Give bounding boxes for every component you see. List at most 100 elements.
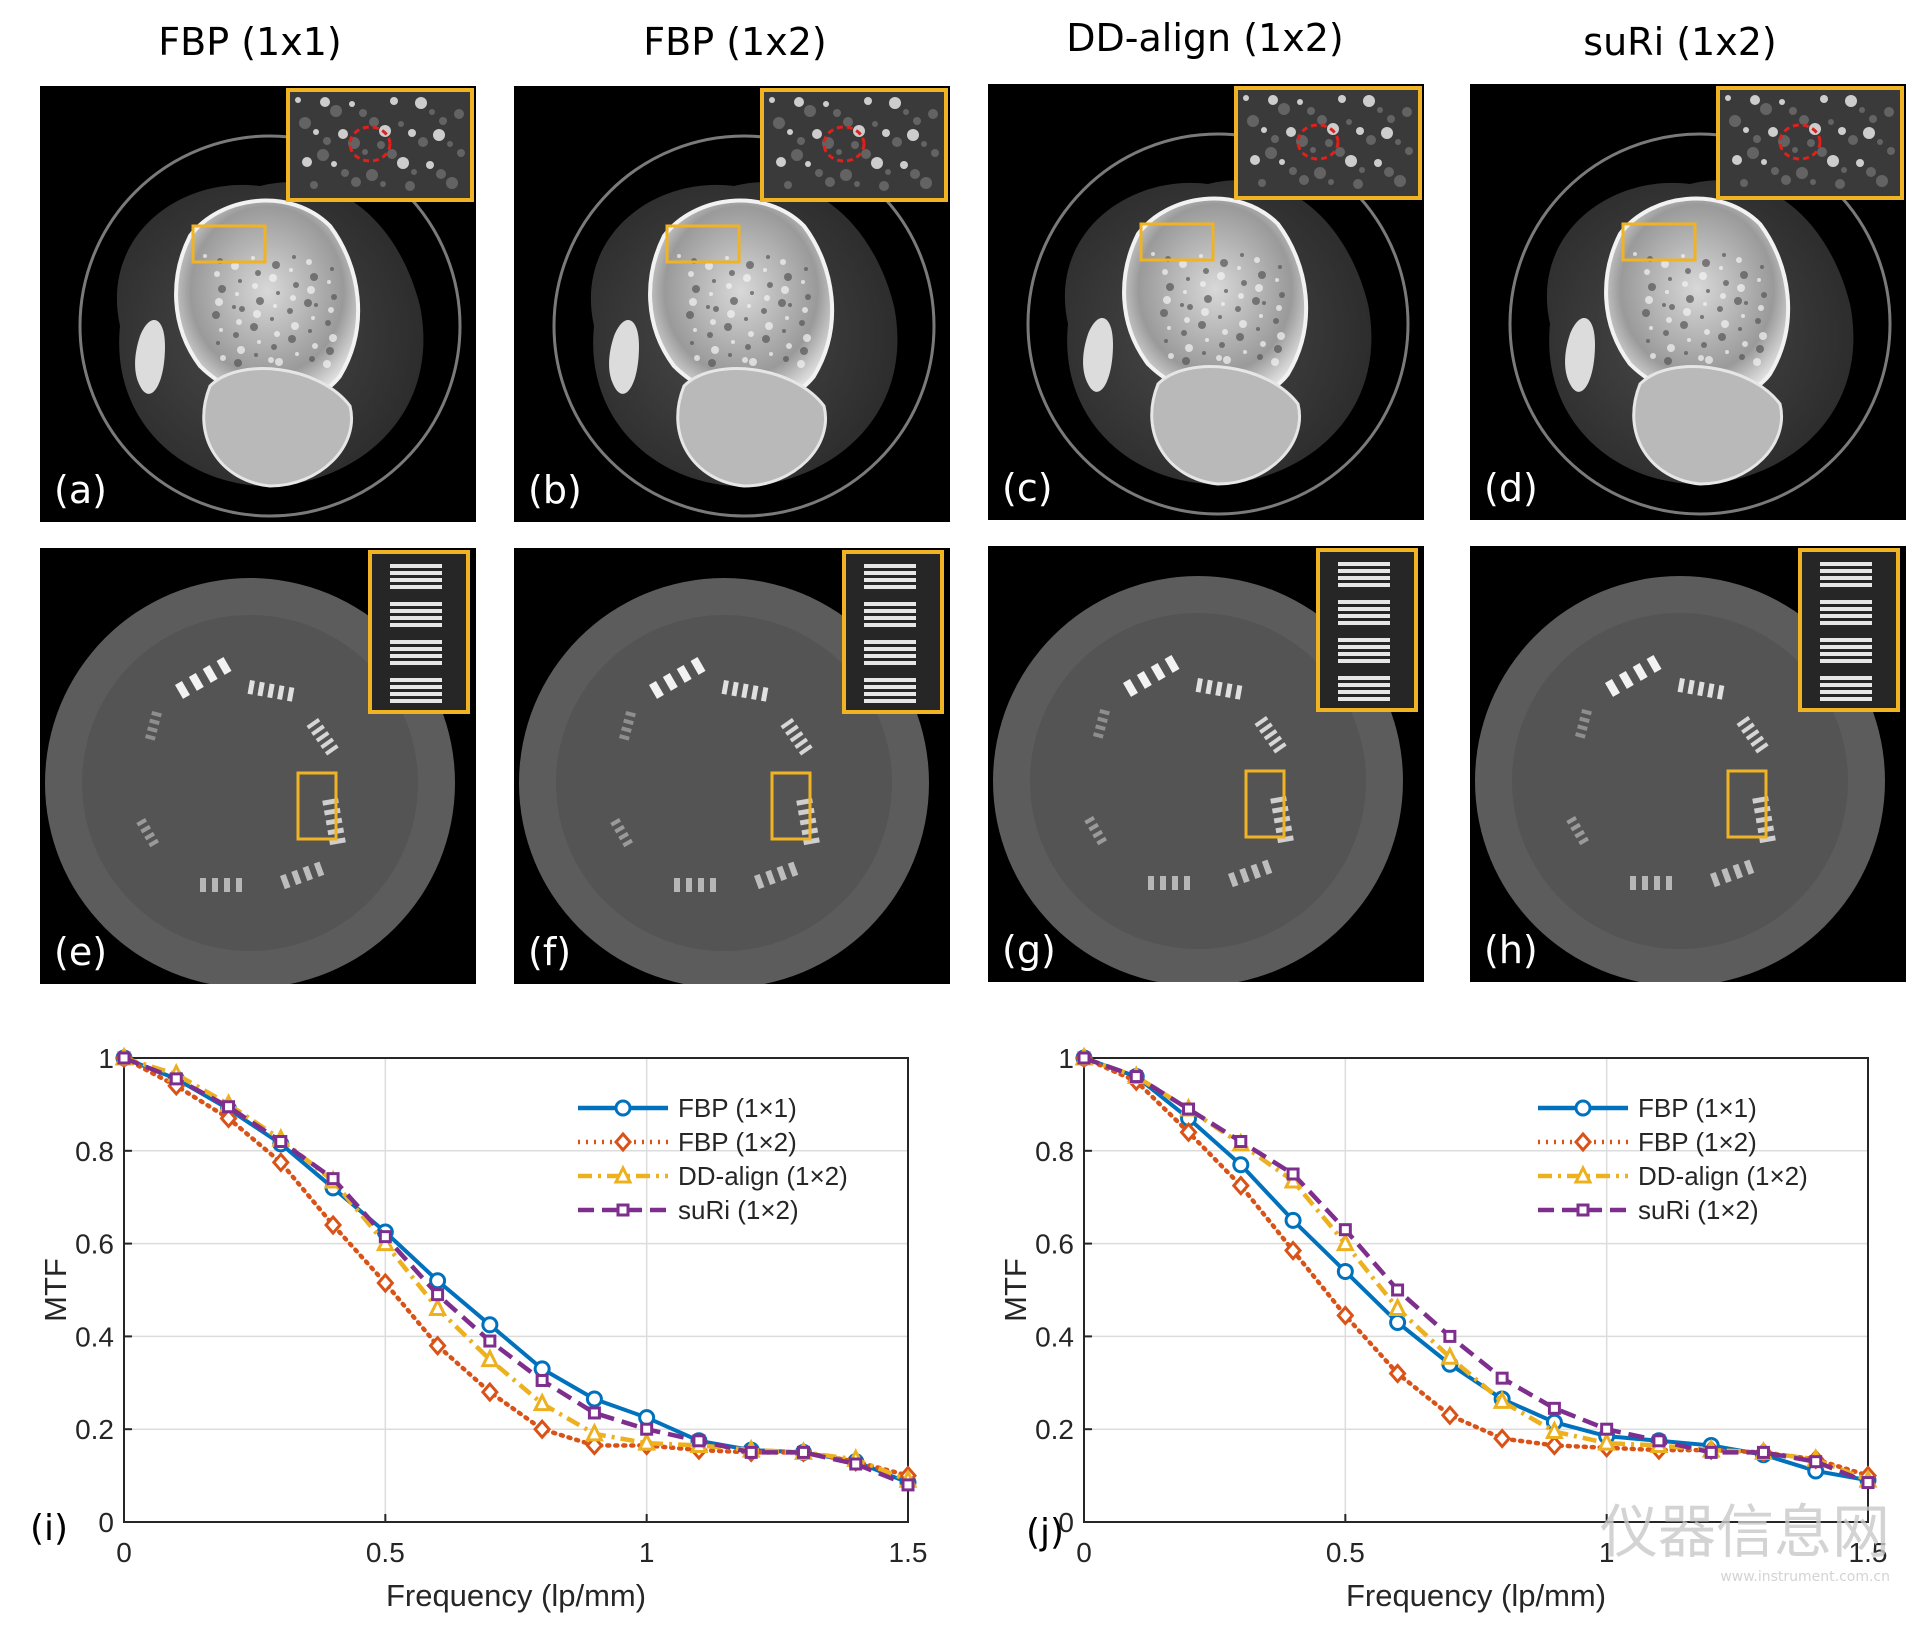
inset-speck [1307,107,1315,115]
trabecular-speck [1736,257,1742,263]
trabecular-speck [254,353,258,357]
inset-line-bar [1820,607,1872,611]
inset-speck [1743,127,1749,133]
inset-speck [295,97,301,103]
trabecular-speck [1160,309,1168,317]
trabecular-speck [289,268,293,272]
trabecular-speck [766,255,770,259]
plot-frame [1083,1057,1869,1523]
data-point-diamond [1179,1121,1198,1143]
line-pair-group [780,718,813,756]
inset-speck [1297,99,1303,105]
trabecular-speck [1721,320,1729,328]
line-pair-bar [780,718,795,730]
trabecular-speck [308,329,312,333]
line-pair-group [649,657,706,699]
line-pair-bar [151,710,162,718]
inset-speck [931,149,939,157]
line-pair-group [1605,655,1662,697]
trabecular-speck [291,322,299,330]
inset-line-bar [1820,621,1872,625]
inset-speck [1405,147,1413,155]
inset-line-bar [864,692,916,696]
x-axis-label: Frequency (lp/mm) [1346,1578,1606,1613]
trabecular-speck [1260,341,1266,347]
trabecular-speck [693,328,697,332]
inset-line-bar [864,602,916,606]
y-tick-label: 1 [98,1043,114,1074]
inset-speck [851,141,859,149]
line-pair-bar [1716,684,1725,700]
legend-label: DD-align (1×2) [678,1161,848,1191]
scanner-ring [78,134,462,518]
trabecular-speck [1644,269,1650,275]
inset-speck [879,181,889,191]
inset-line-bar [864,640,916,644]
inset-speck [1779,99,1785,105]
line-pair-bar [1263,729,1278,741]
inset-line-bar [390,578,442,582]
trabecular-speck [1183,290,1187,294]
inset-line-bar [390,685,442,689]
data-point-diamond [219,1108,238,1129]
trabecular-speck [1240,253,1244,257]
fibula-bone [1565,317,1595,392]
trabecular-speck [1701,342,1707,348]
trabecular-speck [1186,277,1190,281]
inset-speck [804,105,816,117]
inset-speck [436,169,446,179]
ankle-ct-image [1508,86,1904,516]
line-pair-bar [1123,679,1138,697]
line-pair-bar [324,744,339,756]
data-point-square [1600,1422,1614,1436]
data-point-diamond [1284,1240,1303,1261]
x-axis-label: Frequency (lp/mm) [386,1578,646,1613]
inset-speck [454,109,464,119]
trabecular-speck [730,297,738,305]
series-line [1083,1055,1869,1485]
trabecular-speck [748,331,754,337]
trabecular-speck [1201,308,1209,316]
line-pair-bar [789,731,804,743]
inset-speck [1835,179,1845,189]
plot-label-j: (j) [1026,1512,1065,1553]
inset-speck [1859,107,1865,113]
data-point-circle [1232,1156,1250,1174]
legend-label: FBP (1×1) [1638,1093,1757,1123]
inset-speck [1261,127,1267,133]
inset-speck [1268,95,1278,105]
inset-speck [787,129,793,135]
data-point-square [1443,1329,1457,1343]
line-pair-bar [1099,708,1110,716]
data-point-square [1495,1371,1509,1385]
data-point-square [326,1172,340,1186]
trabecular-speck [1243,350,1247,354]
inset-speck [439,117,447,125]
inset-line-bar [1820,676,1872,680]
inset-line-bar [1338,652,1390,656]
line-pair-bar [1184,876,1190,890]
inset-line-bar [1820,569,1872,573]
inset-speck [861,149,871,159]
line-pair-bar [1745,729,1760,741]
legend-label: DD-align (1×2) [1638,1161,1808,1191]
trabecular-speck [725,256,729,260]
trabecular-speck [1702,259,1710,267]
inset-line-bar [390,699,442,703]
inset-line-bar [864,654,916,658]
line-pair-bar [1578,836,1589,846]
inset-line-bar [1820,638,1872,642]
inset-speck [1725,95,1731,101]
inset-speck [1732,155,1742,165]
data-point-circle [638,1409,656,1427]
inset-line-bar [390,585,442,589]
inset-speck [840,169,852,181]
trabecular-speck [1753,358,1761,366]
line-pair-bar [1736,716,1751,728]
trabecular-speck [330,267,334,271]
data-point-square [796,1445,810,1459]
data-point-square [849,1457,863,1471]
line-pair-bar [621,726,632,733]
inset-line-bar [390,602,442,606]
inset-speck [907,129,919,141]
